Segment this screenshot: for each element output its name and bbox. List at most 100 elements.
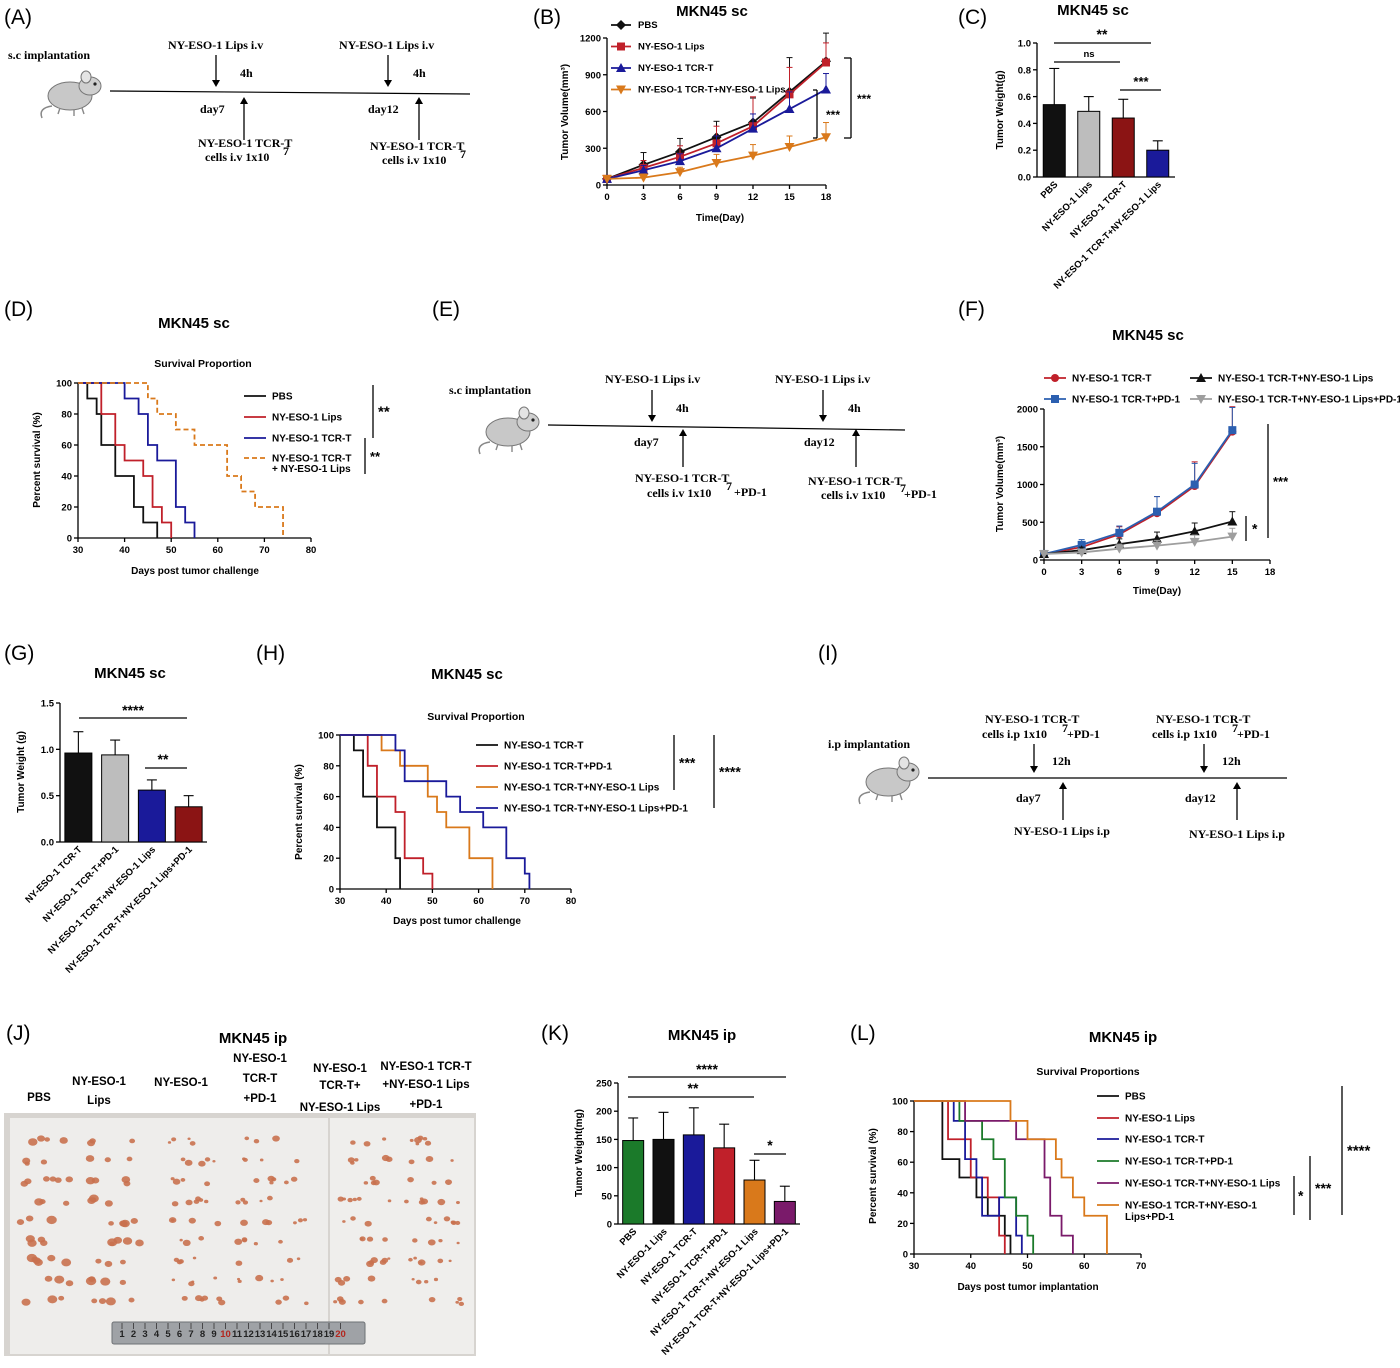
j-ruler-number: 13 <box>255 1329 266 1340</box>
j-tumor-nodule <box>235 1260 243 1266</box>
j-tumor-nodule <box>119 1279 127 1285</box>
panel-label-i: (I) <box>818 642 838 665</box>
j-tumor-nodule <box>24 1161 30 1166</box>
h-subtitle: Survival Proportion <box>427 711 524 723</box>
scheme-a-cells1-l2: cells i.v 1x10 <box>205 150 269 164</box>
f-legend-label-marker <box>1051 374 1059 382</box>
G-x-tick-label: NY-ESO-1 TCR-T+NY-ESO-1 Lips+PD-1 <box>63 844 195 976</box>
F-data-point <box>1153 507 1161 516</box>
j-tumor-nodule <box>350 1216 356 1221</box>
j-tumor-nodule <box>212 1159 216 1163</box>
F-y-tick-label: 1500 <box>1017 442 1038 453</box>
scheme-a-day1: day7 <box>200 102 225 116</box>
j-tumor-nodule <box>49 1176 57 1182</box>
j-ruler-number: 10 <box>220 1329 231 1340</box>
F-data-point <box>1152 541 1162 551</box>
j-tumor-nodule <box>100 1277 111 1286</box>
c-sig-label-2: ns <box>1083 49 1094 60</box>
j-tumor-nodule <box>369 1175 376 1181</box>
H-x-tick-label: 40 <box>381 896 392 907</box>
j-tumor-nodule <box>107 1238 118 1247</box>
F-series-line <box>1043 429 1234 555</box>
scheme-i-arrowhead <box>1059 782 1067 789</box>
j-tumor-nodule <box>415 1142 420 1146</box>
L-y-tick-label: 100 <box>892 1097 908 1108</box>
j-tumor-nodule <box>333 1300 338 1304</box>
scheme-a-mouse-icon <box>40 70 102 119</box>
j-tumor-nodule <box>456 1241 460 1245</box>
scheme-i-top2-l2: cells i.p 1x10 <box>1152 727 1217 741</box>
j-tumor-nodule <box>259 1199 263 1203</box>
panel-label-j: (J) <box>6 1022 31 1045</box>
j-group-label: TCR-T+ <box>319 1080 360 1092</box>
j-tumor-nodule <box>213 1276 218 1280</box>
scheme-a-gap1: 4h <box>240 66 253 80</box>
j-tumor-nodule <box>385 1156 393 1162</box>
panel-label-c: (C) <box>958 6 987 29</box>
j-tumor-nodule <box>290 1176 298 1182</box>
scheme-e-mouse-icon-part <box>478 441 491 455</box>
B-data-point <box>711 143 722 153</box>
scheme-e-lips1-label: NY-ESO-1 Lips i.v <box>605 372 700 386</box>
scheme-i-arrowhead <box>1233 782 1241 789</box>
b-legend-label: NY-ESO-1 Lips <box>638 42 705 53</box>
l-legend-label: PBS <box>1125 1092 1146 1103</box>
C-y-tick-label: 0.0 <box>1018 173 1031 184</box>
j-tumor-nodule <box>363 1181 369 1185</box>
j-tumor-nodule <box>455 1220 461 1225</box>
j-ruler <box>111 1321 366 1345</box>
j-tumor-nodule <box>192 1256 197 1260</box>
scheme-a-exp: 7 <box>283 144 289 158</box>
j-group-label: NY-ESO-1 <box>154 1077 208 1089</box>
j-ruler-number: 18 <box>312 1329 323 1340</box>
K-bar <box>652 1138 675 1225</box>
D-y-tick-label: 100 <box>56 379 72 390</box>
scheme-a-cells1-l1: NY-ESO-1 TCR-T <box>198 136 292 150</box>
j-tumor-nodule <box>282 1295 290 1301</box>
G-y-tick-label: 1.0 <box>41 745 54 756</box>
B-x-tick-label: 15 <box>784 192 795 203</box>
scheme-e-mouse-icon-part <box>518 406 530 420</box>
j-tumor-nodule <box>234 1238 243 1245</box>
F-data-point <box>1077 540 1086 549</box>
j-tumor-nodule <box>54 1275 65 1284</box>
j-tumor-nodule <box>98 1298 107 1304</box>
L-x-tick-label: 50 <box>1022 1261 1033 1272</box>
j-tumor-nodule <box>240 1197 246 1202</box>
K-bar <box>682 1134 705 1225</box>
j-tumor-nodule <box>198 1236 205 1241</box>
j-tumor-nodule <box>448 1259 452 1263</box>
b-sig-2-label: *** <box>857 92 871 106</box>
f-title: MKN45 sc <box>1112 327 1184 344</box>
j-ruler-number: 7 <box>188 1329 193 1340</box>
scheme-i-gap1: 12h <box>1052 754 1071 768</box>
panel-label-g: (G) <box>4 642 34 665</box>
h-legend-label: NY-ESO-1 TCR-T+NY-ESO-1 Lips <box>504 783 660 794</box>
k-sig-label-3: * <box>767 1137 773 1153</box>
scheme-a-arrowhead <box>212 80 220 87</box>
l-sig-2-label: *** <box>1315 1180 1332 1196</box>
F-data-point <box>1189 526 1200 536</box>
j-tumor-nodule <box>438 1238 443 1243</box>
j-tumor-nodule <box>283 1180 289 1185</box>
j-tumor-nodule <box>387 1199 392 1203</box>
K-y-tick-label: 50 <box>601 1191 612 1202</box>
C-y-tick-label: 0.8 <box>1018 65 1031 76</box>
scheme-e-timeline <box>547 424 906 431</box>
j-tumor-nodule <box>411 1278 415 1281</box>
j-tumor-nodule <box>419 1197 424 1201</box>
j-tumor-nodule <box>237 1279 242 1284</box>
K-y-tick-label: 200 <box>596 1107 612 1118</box>
f-x-axis-label: Time(Day) <box>1133 586 1181 597</box>
j-tumor-nodule <box>32 1257 41 1264</box>
scheme-i-top2-l1: NY-ESO-1 TCR-T <box>1156 712 1250 726</box>
j-tumor-nodule <box>193 1199 200 1204</box>
d-legend-label: PBS <box>272 392 293 403</box>
scheme-e-arrowhead <box>819 415 827 422</box>
j-tumor-nodule <box>363 1141 371 1147</box>
B-y-tick-label: 1200 <box>580 34 601 45</box>
scheme-i-mouse-icon-part <box>875 793 903 802</box>
F-data-point <box>1190 480 1199 489</box>
scheme-i-mouse-icon <box>858 756 920 805</box>
